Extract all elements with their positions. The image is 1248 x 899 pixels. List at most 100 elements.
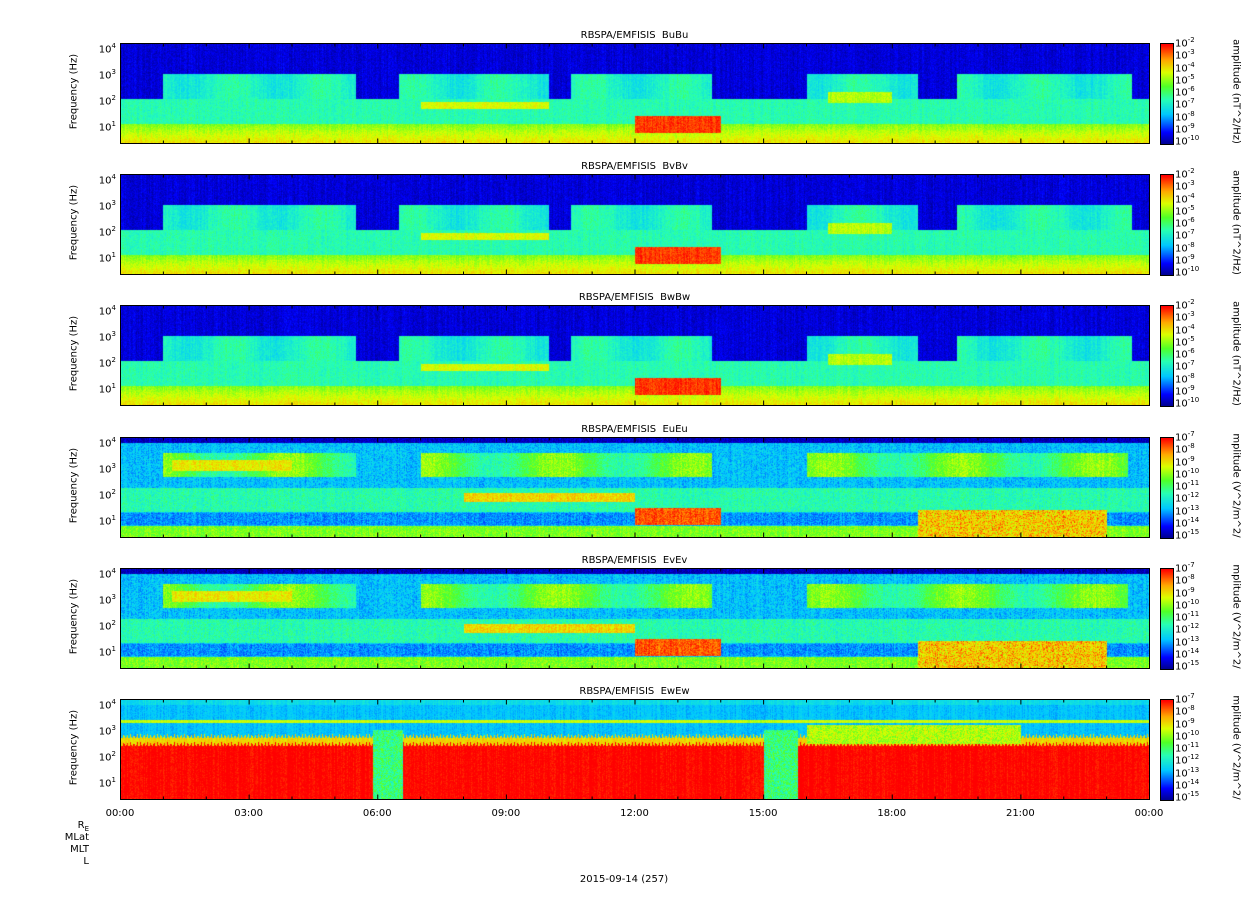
colorbar-tick-label: 10-14	[1175, 646, 1200, 661]
y-tick-label: 103	[98, 724, 116, 738]
colorbar	[1160, 437, 1174, 539]
spectrogram-heatmap	[120, 43, 1149, 143]
panel-title: RBSPA/EMFISIS BwBw	[578, 292, 691, 303]
spectrogram-heatmap	[120, 437, 1149, 537]
colorbar-tick-label: 10-2	[1175, 298, 1195, 312]
colorbar-tick-label: 10-4	[1175, 60, 1195, 74]
panel-axes	[120, 43, 1150, 144]
x-tick-label: 09:00	[491, 808, 521, 819]
colorbar-tick-label: 10-9	[1175, 454, 1195, 468]
colorbar-tick-label: 10-7	[1175, 97, 1195, 111]
y-tick-label: 101	[98, 382, 116, 396]
colorbar	[1160, 43, 1174, 145]
y-tick-label: 101	[98, 776, 116, 790]
colorbar-tick-label: 10-10	[1175, 265, 1200, 279]
colorbar-label: mplitude (V^2/m^2/	[1230, 564, 1242, 669]
x-tick-label: 00:00	[105, 808, 135, 819]
date-label: 2015-09-14 (257)	[579, 874, 669, 885]
spectrogram-heatmap	[120, 174, 1149, 274]
y-tick-label: 103	[98, 330, 116, 344]
x-tick-label: 18:00	[877, 808, 907, 819]
colorbar-tick-label: 10-8	[1175, 573, 1195, 587]
colorbar-tick-label: 10-3	[1175, 48, 1195, 62]
colorbar-tick-label: 10-11	[1175, 610, 1200, 624]
y-tick-label: 103	[98, 199, 116, 213]
colorbar-tick-label: 10-10	[1175, 466, 1200, 481]
panel-title: RBSPA/EMFISIS EvEv	[581, 555, 688, 566]
colorbar-tick-label: 10-7	[1175, 561, 1195, 575]
y-tick-label: 104	[98, 173, 116, 187]
colorbar-tick-label: 10-2	[1175, 167, 1195, 181]
x-tick-label: 00:00	[1134, 808, 1164, 819]
colorbar-tick-label: 10-14	[1175, 515, 1200, 530]
x-tick-label: 15:00	[748, 808, 778, 819]
y-tick-label: 101	[98, 514, 116, 528]
y-tick-label: 102	[98, 750, 116, 764]
colorbar-tick-label: 10-5	[1175, 334, 1195, 349]
colorbar-label: amplitude (nT^2/Hz)	[1230, 301, 1242, 406]
y-tick-label: 104	[98, 436, 116, 450]
colorbar-label: amplitude (nT^2/Hz)	[1230, 170, 1242, 275]
y-tick-label: 104	[98, 304, 116, 318]
x-tick-label: 03:00	[234, 808, 264, 819]
colorbar-tick-label: 10-8	[1175, 240, 1195, 254]
ephemeris-label: MLat	[64, 832, 89, 843]
colorbar-tick-label: 10-14	[1175, 777, 1200, 792]
panel-title: RBSPA/EMFISIS EuEu	[581, 424, 688, 435]
colorbar-tick-label: 10-4	[1175, 322, 1195, 336]
spectrogram-heatmap	[120, 305, 1149, 405]
panel-title: RBSPA/EMFISIS EwEw	[579, 686, 690, 697]
colorbar-tick-label: 10-4	[1175, 191, 1195, 205]
colorbar-tick-label: 10-8	[1175, 704, 1195, 718]
colorbar-tick-label: 10-8	[1175, 371, 1195, 385]
y-tick-label: 101	[98, 120, 116, 134]
y-tick-label: 103	[98, 462, 116, 476]
panel-title: RBSPA/EMFISIS BuBu	[580, 30, 689, 41]
colorbar-label: mplitude (V^2/m^2/	[1230, 695, 1242, 800]
colorbar-tick-label: 10-9	[1175, 383, 1195, 398]
ephemeris-label: RE	[77, 820, 89, 833]
colorbar-tick-label: 10-3	[1175, 310, 1195, 324]
colorbar-tick-label: 10-2	[1175, 36, 1195, 50]
panel-title: RBSPA/EMFISIS BvBv	[581, 161, 688, 172]
colorbar-tick-label: 10-9	[1175, 716, 1195, 730]
x-tick-label: 21:00	[1005, 808, 1035, 819]
y-tick-label: 103	[98, 593, 116, 607]
panel-axes	[120, 699, 1150, 800]
colorbar-tick-label: 10-8	[1175, 109, 1195, 123]
colorbar-tick-label: 10-12	[1175, 622, 1200, 636]
colorbar-tick-label: 10-13	[1175, 503, 1200, 517]
y-tick-label: 104	[98, 42, 116, 56]
colorbar-tick-label: 10-13	[1175, 765, 1200, 779]
spectrogram-heatmap	[120, 568, 1149, 668]
x-tick-label: 12:00	[620, 808, 649, 819]
colorbar-tick-label: 10-7	[1175, 228, 1195, 242]
colorbar-tick-label: 10-15	[1175, 790, 1200, 804]
colorbar-tick-label: 10-5	[1175, 72, 1195, 87]
ephemeris-label: L	[83, 856, 89, 867]
colorbar-tick-label: 10-7	[1175, 692, 1195, 706]
colorbar-tick-label: 10-10	[1175, 728, 1200, 743]
spectrogram-heatmap	[120, 699, 1149, 799]
plot-frame	[120, 305, 1150, 406]
y-tick-label: 104	[98, 698, 116, 712]
plot-frame	[120, 437, 1150, 538]
y-tick-label: 104	[98, 567, 116, 581]
colorbar-tick-label: 10-10	[1175, 396, 1200, 410]
colorbar-tick-label: 10-15	[1175, 659, 1200, 673]
y-tick-label: 102	[98, 488, 116, 502]
plot-frame	[120, 174, 1150, 275]
y-tick-label: 101	[98, 645, 116, 659]
ephemeris-label: MLT	[70, 844, 89, 855]
colorbar-tick-label: 10-6	[1175, 347, 1195, 361]
colorbar-tick-label: 10-9	[1175, 121, 1195, 136]
panel-axes	[120, 437, 1150, 538]
colorbar-tick-label: 10-7	[1175, 359, 1195, 373]
colorbar-label: mplitude (V^2/m^2/	[1230, 433, 1242, 538]
colorbar-tick-label: 10-9	[1175, 585, 1195, 599]
colorbar	[1160, 305, 1174, 407]
y-tick-label: 102	[98, 225, 116, 239]
colorbar-tick-label: 10-10	[1175, 134, 1200, 148]
y-tick-label: 102	[98, 619, 116, 633]
plot-frame	[120, 699, 1150, 800]
